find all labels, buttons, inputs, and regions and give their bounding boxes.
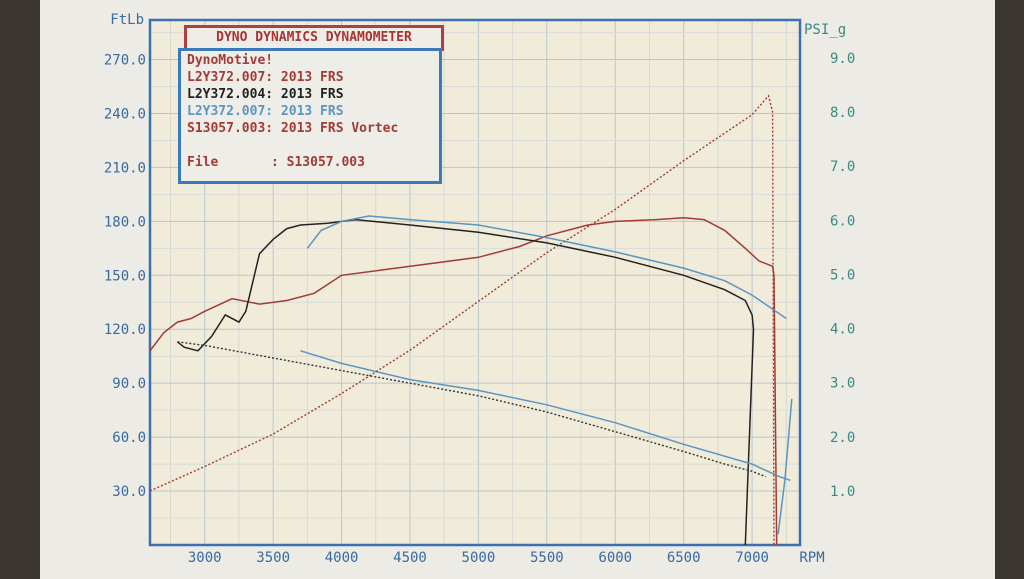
y-right-tick-label: 4.0	[830, 322, 855, 338]
legend-entry: L2Y372.004: 2013 FRS	[187, 87, 344, 102]
x-tick-label: 4500	[393, 550, 427, 566]
y-left-tick-label: 270.0	[104, 53, 146, 69]
y-left-tick-label: 30.0	[112, 484, 146, 500]
y-right-tick-label: 8.0	[830, 105, 855, 121]
y-right-tick-label: 6.0	[830, 213, 855, 229]
series-line-0	[149, 217, 778, 546]
y-right-tick-label: 1.0	[830, 484, 855, 500]
x-tick-label: 3500	[256, 550, 290, 566]
series-line-1	[176, 218, 755, 546]
y-right-tick-label: 9.0	[830, 51, 855, 67]
y-left-tick-label: 120.0	[104, 322, 146, 338]
series-line-4	[300, 350, 791, 482]
y-right-axis-label: PSI_g	[804, 22, 846, 38]
legend-entry: L2Y372.007: 2013 FRS	[187, 104, 344, 119]
legend-entry: S13057.003: 2013 FRS Vortec	[187, 121, 399, 136]
y-left-axis-label: FtLb	[110, 12, 144, 28]
y-right-tick-label: 5.0	[830, 267, 855, 283]
y-right-tick-label: 3.0	[830, 376, 855, 392]
legend-header: DynoMotive!	[187, 53, 274, 68]
series-line-2	[306, 215, 787, 320]
x-tick-label: 6500	[667, 550, 701, 566]
legend-file-value: : S13057.003	[271, 155, 365, 170]
x-tick-label: 5500	[530, 550, 564, 566]
y-left-tick-label: 90.0	[112, 376, 146, 392]
x-tick-label: 5000	[462, 550, 496, 566]
series-line-5	[149, 94, 775, 546]
x-tick-label: 4000	[325, 550, 359, 566]
y-left-tick-label: 180.0	[104, 214, 146, 230]
y-left-tick-label: 60.0	[112, 430, 146, 446]
plot-border	[148, 18, 802, 547]
x-tick-label: 7000	[735, 550, 769, 566]
x-axis-label: RPM	[799, 550, 824, 566]
legend-file-label: File	[187, 155, 219, 170]
y-right-tick-label: 7.0	[830, 159, 855, 175]
series-line-3	[177, 341, 767, 478]
y-left-tick-label: 210.0	[104, 160, 146, 176]
legend: DynoMotive! L2Y372.007: 2013 FRS L2Y372.…	[178, 48, 442, 184]
legend-entry: L2Y372.007: 2013 FRS	[187, 70, 344, 85]
y-left-tick-label: 240.0	[104, 106, 146, 122]
x-tick-label: 6000	[598, 550, 632, 566]
series-line-6	[777, 398, 793, 535]
y-right-tick-label: 2.0	[830, 430, 855, 446]
x-tick-label: 3000	[188, 550, 222, 566]
y-left-tick-label: 150.0	[104, 268, 146, 284]
